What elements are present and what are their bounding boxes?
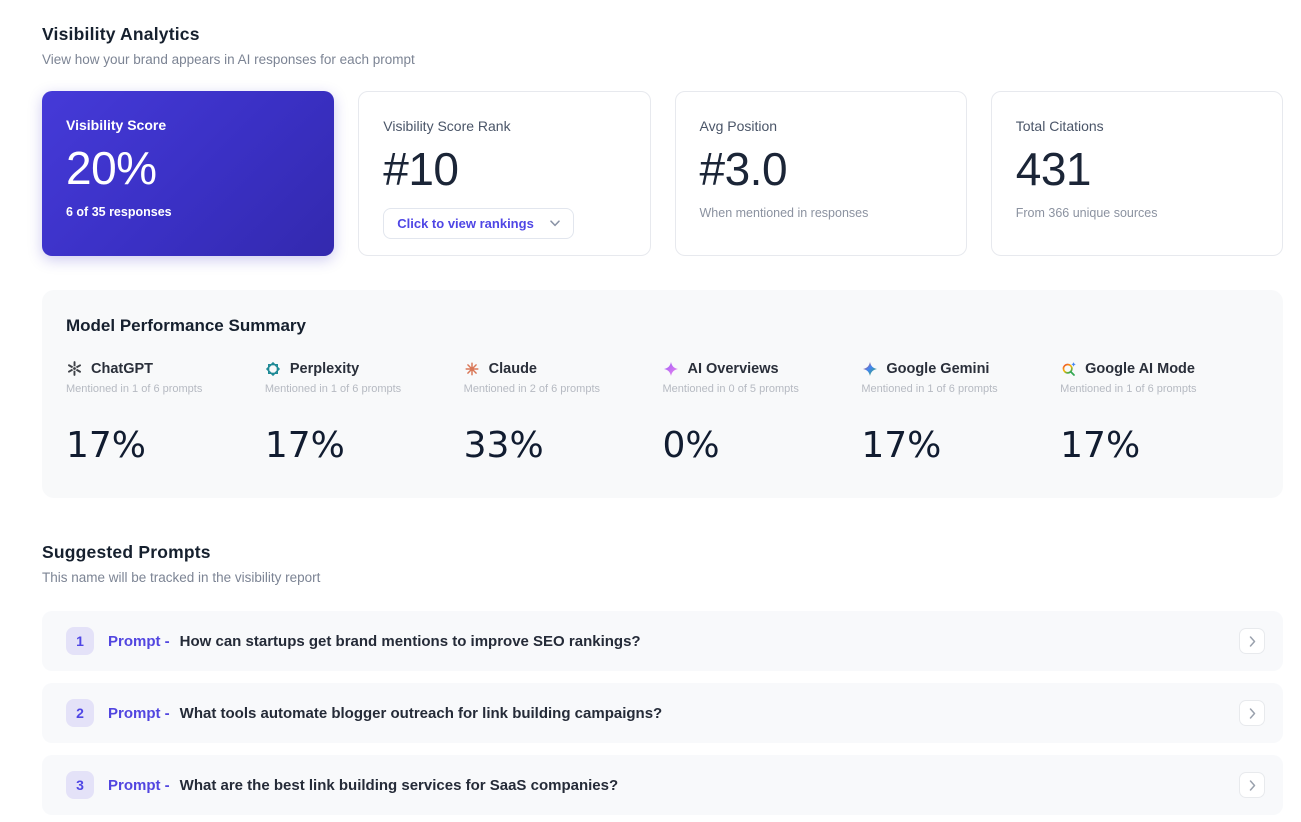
- prompt-label: Prompt -: [108, 776, 170, 794]
- chatgpt-icon: [66, 360, 83, 377]
- model-name: Perplexity: [289, 360, 360, 377]
- chevron-down-icon: [550, 220, 560, 227]
- chevron-right-icon: [1249, 779, 1256, 791]
- suggested-prompts-title: Suggested Prompts: [42, 542, 211, 562]
- total-citations-value: 431: [1015, 143, 1092, 195]
- stats-grid: Visibility Score 20% 6 of 35 responses V…: [42, 91, 1283, 256]
- prompt-expand-button[interactable]: [1239, 628, 1265, 654]
- model-mention: Mentioned in 1 of 6 prompts: [66, 383, 203, 395]
- model-col-ai-overviews: AI Overviews Mentioned in 0 of 5 prompts…: [662, 360, 861, 467]
- prompt-row-3[interactable]: 3 Prompt - What are the best link buildi…: [42, 755, 1283, 815]
- stat-label: Visibility Score: [66, 117, 167, 133]
- stat-label: Avg Position: [699, 118, 778, 134]
- chevron-right-icon: [1249, 635, 1256, 647]
- model-percent: 33%: [463, 425, 544, 466]
- view-rankings-label: Click to view rankings: [397, 216, 534, 231]
- perplexity-icon: [265, 360, 282, 377]
- prompt-label: Prompt -: [108, 704, 170, 722]
- google-ai-mode-icon: [1060, 360, 1077, 377]
- suggested-prompts-subtitle: This name will be tracked in the visibil…: [42, 570, 321, 585]
- prompt-label: Prompt -: [108, 632, 170, 650]
- prompt-rows: 1 Prompt - How can startups get brand me…: [42, 611, 1283, 822]
- model-col-chatgpt: ChatGPT Mentioned in 1 of 6 prompts 17%: [66, 360, 265, 467]
- visibility-score-value: 20%: [66, 142, 157, 194]
- view-rankings-button[interactable]: Click to view rankings: [383, 208, 574, 239]
- model-performance-panel: Model Performance Summary: [42, 290, 1283, 498]
- model-percent: 17%: [264, 425, 345, 466]
- model-performance-title: Model Performance Summary: [66, 316, 306, 335]
- model-mention: Mentioned in 1 of 6 prompts: [1060, 383, 1197, 395]
- total-citations-sub: From 366 unique sources: [1015, 206, 1158, 220]
- stat-card-avg-position: Avg Position #3.0 When mentioned in resp…: [674, 91, 967, 256]
- model-percent: 0%: [662, 425, 720, 466]
- stat-label: Visibility Score Rank: [383, 118, 511, 134]
- prompt-expand-button[interactable]: [1239, 772, 1265, 798]
- prompt-text: What are the best link building services…: [179, 776, 619, 794]
- model-percent: 17%: [1060, 425, 1141, 466]
- prompt-row-1[interactable]: 1 Prompt - How can startups get brand me…: [42, 611, 1283, 671]
- model-col-perplexity: Perplexity Mentioned in 1 of 6 prompts 1…: [264, 360, 464, 467]
- page-header: Visibility Analytics View how your brand…: [42, 24, 1283, 67]
- page-subtitle: View how your brand appears in AI respon…: [42, 52, 415, 67]
- chevron-right-icon: [1249, 707, 1256, 719]
- stat-label: Total Citations: [1015, 118, 1104, 134]
- model-percent: 17%: [861, 425, 942, 466]
- model-percent: 17%: [66, 425, 147, 466]
- rank-value: #10: [383, 143, 459, 195]
- visibility-score-sub: 6 of 35 responses: [66, 205, 172, 219]
- avg-position-value: #3.0: [699, 143, 788, 195]
- prompt-number-badge: 2: [66, 699, 94, 727]
- stat-card-visibility-score-rank: Visibility Score Rank #10 Click to view …: [358, 91, 651, 256]
- model-name: Google Gemini: [886, 360, 990, 377]
- model-col-google-gemini: Google Gemini Mentioned in 1 of 6 prompt…: [861, 360, 1060, 467]
- model-name: AI Overviews: [687, 360, 779, 377]
- model-name: Claude: [488, 360, 537, 377]
- stat-card-total-citations: Total Citations 431 From 366 unique sour…: [990, 91, 1283, 256]
- claude-icon: [464, 360, 481, 377]
- prompt-row-2[interactable]: 2 Prompt - What tools automate blogger o…: [42, 683, 1283, 743]
- model-name: Google AI Mode: [1085, 360, 1195, 377]
- model-name: ChatGPT: [91, 360, 154, 377]
- stat-card-visibility-score[interactable]: Visibility Score 20% 6 of 35 responses: [42, 91, 335, 256]
- prompt-text: What tools automate blogger outreach for…: [179, 704, 663, 722]
- prompt-number-badge: 3: [66, 771, 94, 799]
- model-col-google-ai-mode: Google AI Mode Mentioned in 1 of 6 promp…: [1060, 360, 1259, 467]
- ai-overviews-icon: [662, 360, 679, 377]
- suggested-prompts-section: Suggested Prompts This name will be trac…: [42, 542, 1283, 822]
- model-col-claude: Claude Mentioned in 2 of 6 prompts 33%: [463, 360, 663, 467]
- page-title: Visibility Analytics: [42, 24, 200, 44]
- prompt-number-badge: 1: [66, 627, 94, 655]
- google-gemini-icon: [861, 360, 878, 377]
- prompt-text: How can startups get brand mentions to i…: [179, 632, 641, 650]
- model-mention: Mentioned in 1 of 6 prompts: [264, 383, 402, 395]
- avg-position-sub: When mentioned in responses: [699, 206, 869, 220]
- models-grid: ChatGPT Mentioned in 1 of 6 prompts 17% …: [66, 360, 1259, 467]
- model-mention: Mentioned in 0 of 5 prompts: [662, 383, 799, 395]
- model-mention: Mentioned in 2 of 6 prompts: [463, 383, 601, 395]
- prompt-expand-button[interactable]: [1239, 700, 1265, 726]
- model-mention: Mentioned in 1 of 6 prompts: [861, 383, 998, 395]
